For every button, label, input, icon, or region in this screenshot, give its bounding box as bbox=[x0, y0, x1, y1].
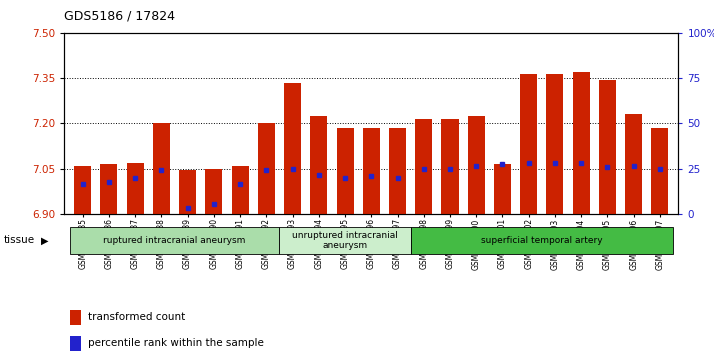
FancyBboxPatch shape bbox=[411, 227, 673, 254]
Text: superficial temporal artery: superficial temporal artery bbox=[481, 236, 603, 245]
Bar bbox=[153, 123, 170, 214]
Text: ruptured intracranial aneurysm: ruptured intracranial aneurysm bbox=[104, 236, 246, 245]
Bar bbox=[416, 119, 432, 214]
Text: ▶: ▶ bbox=[41, 235, 49, 245]
Bar bbox=[389, 128, 406, 214]
Bar bbox=[206, 169, 222, 214]
Bar bbox=[336, 128, 353, 214]
Bar bbox=[74, 166, 91, 214]
Bar bbox=[494, 164, 511, 214]
Bar bbox=[284, 83, 301, 214]
Bar bbox=[179, 170, 196, 214]
Bar bbox=[441, 119, 458, 214]
Bar bbox=[258, 123, 275, 214]
Text: transformed count: transformed count bbox=[88, 312, 185, 322]
Bar bbox=[573, 72, 590, 214]
Bar bbox=[71, 336, 81, 351]
Bar bbox=[363, 128, 380, 214]
Bar bbox=[599, 79, 616, 214]
Bar bbox=[546, 74, 563, 214]
Bar bbox=[231, 166, 248, 214]
Text: unruptured intracranial
aneurysm: unruptured intracranial aneurysm bbox=[292, 231, 398, 250]
Bar bbox=[126, 163, 144, 214]
Bar bbox=[101, 164, 117, 214]
FancyBboxPatch shape bbox=[69, 227, 279, 254]
Text: GDS5186 / 17824: GDS5186 / 17824 bbox=[64, 9, 175, 22]
Bar bbox=[468, 116, 485, 214]
FancyBboxPatch shape bbox=[279, 227, 411, 254]
Text: tissue: tissue bbox=[4, 235, 35, 245]
Bar bbox=[521, 74, 537, 214]
Bar bbox=[651, 128, 668, 214]
Bar bbox=[71, 310, 81, 325]
Bar bbox=[311, 116, 327, 214]
Bar bbox=[625, 114, 642, 214]
Text: percentile rank within the sample: percentile rank within the sample bbox=[88, 338, 263, 348]
